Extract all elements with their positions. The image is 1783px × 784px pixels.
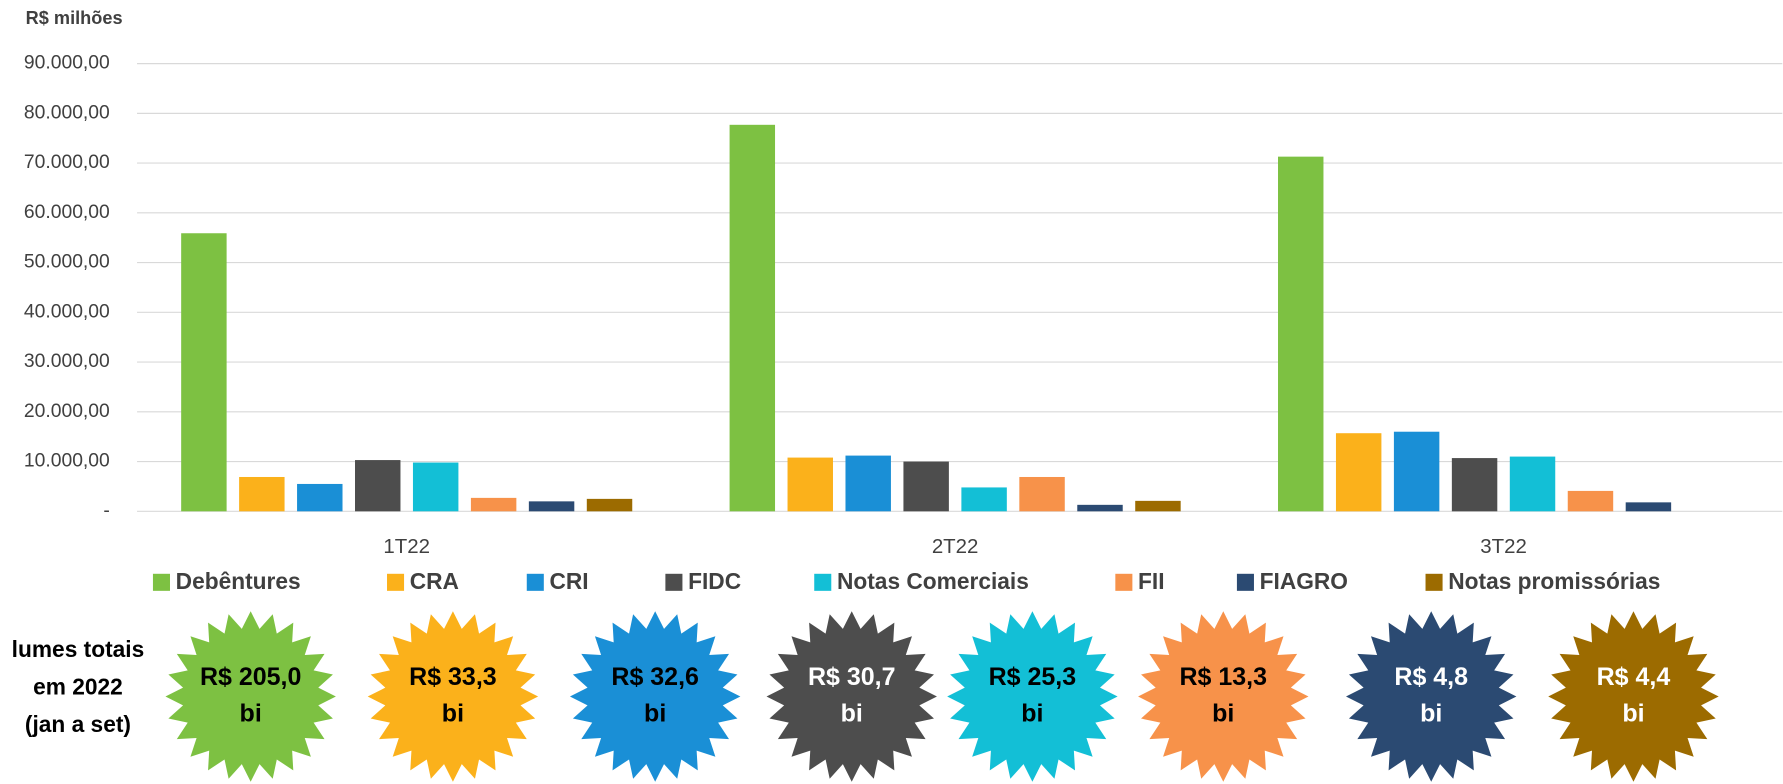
legend-label: FII — [1138, 568, 1165, 594]
y-tick-label: 90.000,00 — [24, 53, 110, 74]
legend-label: Notas Comerciais — [837, 568, 1029, 594]
legend-label: CRI — [549, 568, 588, 594]
badge-star — [569, 611, 741, 782]
bar — [1077, 504, 1123, 512]
bar — [1135, 500, 1181, 512]
legend-item: FIDC — [665, 568, 741, 594]
badge-text: bi — [240, 699, 262, 727]
badge: R$ 205,0 bi — [165, 611, 336, 782]
bar — [1335, 433, 1382, 512]
y-tick-label: 50.000,00 — [24, 252, 110, 273]
legend-item: CRA — [387, 568, 459, 594]
bar — [470, 497, 517, 512]
y-tick-label: 70.000,00 — [24, 152, 110, 173]
legend-swatch — [1236, 573, 1254, 591]
bar — [1509, 456, 1556, 512]
badge-text: R$ 25,3 — [989, 663, 1077, 691]
bar — [1451, 458, 1498, 512]
legend-label: Notas promissórias — [1448, 568, 1660, 594]
badge-text: R$ 33,3 — [409, 663, 497, 691]
legend-item: CRI — [526, 568, 589, 594]
bar — [903, 461, 949, 512]
bar — [1393, 431, 1440, 512]
bar — [586, 498, 633, 512]
y-tick-label: 40.000,00 — [24, 301, 110, 322]
bar — [729, 124, 776, 512]
badge-text: bi — [1212, 699, 1234, 727]
badge-star — [367, 611, 539, 782]
legend-swatch — [665, 573, 683, 591]
bar — [412, 462, 459, 512]
badge-text: R$ 4,8 — [1394, 663, 1468, 691]
annotation: em 2022 — [33, 674, 123, 700]
badge: R$ 32,6 bi — [569, 611, 741, 782]
legend-swatch — [814, 573, 832, 591]
y-tick-label: 30.000,00 — [24, 351, 110, 372]
legend-swatch — [1425, 573, 1443, 591]
legend-label: FIAGRO — [1260, 568, 1348, 594]
legend-item: Notas promissórias — [1425, 568, 1660, 594]
badge-text: R$ 30,7 — [808, 663, 896, 691]
bar — [297, 483, 343, 512]
bar — [355, 460, 401, 512]
legend-item: Debêntures — [152, 568, 301, 594]
bar — [1567, 490, 1614, 512]
y-tick-label: - — [103, 500, 109, 521]
badge-star — [1345, 611, 1517, 782]
y-tick-label: 10.000,00 — [24, 451, 110, 472]
y-tick-label: 80.000,00 — [24, 102, 110, 123]
legend-label: FIDC — [688, 568, 741, 594]
badge-star — [165, 611, 336, 782]
bar — [181, 233, 227, 512]
x-tick-label: 3T22 — [1480, 535, 1527, 558]
annotation: (jan a set) — [25, 711, 131, 737]
badge-text: R$ 4,4 — [1597, 663, 1671, 691]
legend-item: Notas Comerciais — [814, 568, 1029, 594]
badge-text: bi — [442, 699, 464, 727]
bar — [787, 457, 833, 512]
bar — [1625, 502, 1672, 512]
legend-item: FII — [1115, 568, 1165, 594]
legend-swatch — [387, 573, 405, 591]
badge-text: R$ 13,3 — [1180, 663, 1268, 691]
legend-swatch — [1115, 573, 1133, 591]
y-tick-label: 60.000,00 — [24, 202, 110, 223]
legend-label: Debêntures — [176, 568, 301, 594]
annotation: lumes totais — [12, 636, 145, 662]
badge-star — [947, 611, 1118, 782]
x-tick-label: 2T22 — [932, 535, 979, 558]
bar — [845, 455, 891, 512]
y-tick-label: 20.000,00 — [24, 401, 110, 422]
badge: R$ 4,8 bi — [1345, 611, 1517, 782]
badge-text: bi — [841, 699, 863, 727]
badge: R$ 13,3 bi — [1138, 611, 1309, 782]
legend-swatch — [526, 573, 544, 591]
badge-star — [766, 611, 937, 782]
legend-item: FIAGRO — [1236, 568, 1348, 594]
y-axis-label: R$ milhões — [26, 8, 123, 28]
badge-text: bi — [1420, 699, 1442, 727]
badge-text: bi — [1622, 699, 1644, 727]
bar — [1019, 476, 1065, 512]
badge-text: bi — [644, 699, 666, 727]
badge-text: bi — [1021, 699, 1043, 727]
badge: R$ 4,4 bi — [1548, 611, 1719, 782]
x-tick-label: 1T22 — [383, 535, 430, 558]
badge: R$ 25,3 bi — [947, 611, 1118, 782]
badge-text: R$ 205,0 — [200, 663, 301, 691]
legend-swatch — [152, 573, 170, 591]
badge: R$ 33,3 bi — [367, 611, 539, 782]
bar — [1278, 156, 1324, 512]
badge-star — [1548, 611, 1719, 782]
badge-text: R$ 32,6 — [611, 663, 699, 691]
badge-star — [1138, 611, 1309, 782]
bar — [961, 487, 1007, 512]
bar — [239, 476, 285, 512]
badge: R$ 30,7 bi — [766, 611, 937, 782]
bar — [528, 501, 575, 512]
legend-label: CRA — [410, 568, 459, 594]
